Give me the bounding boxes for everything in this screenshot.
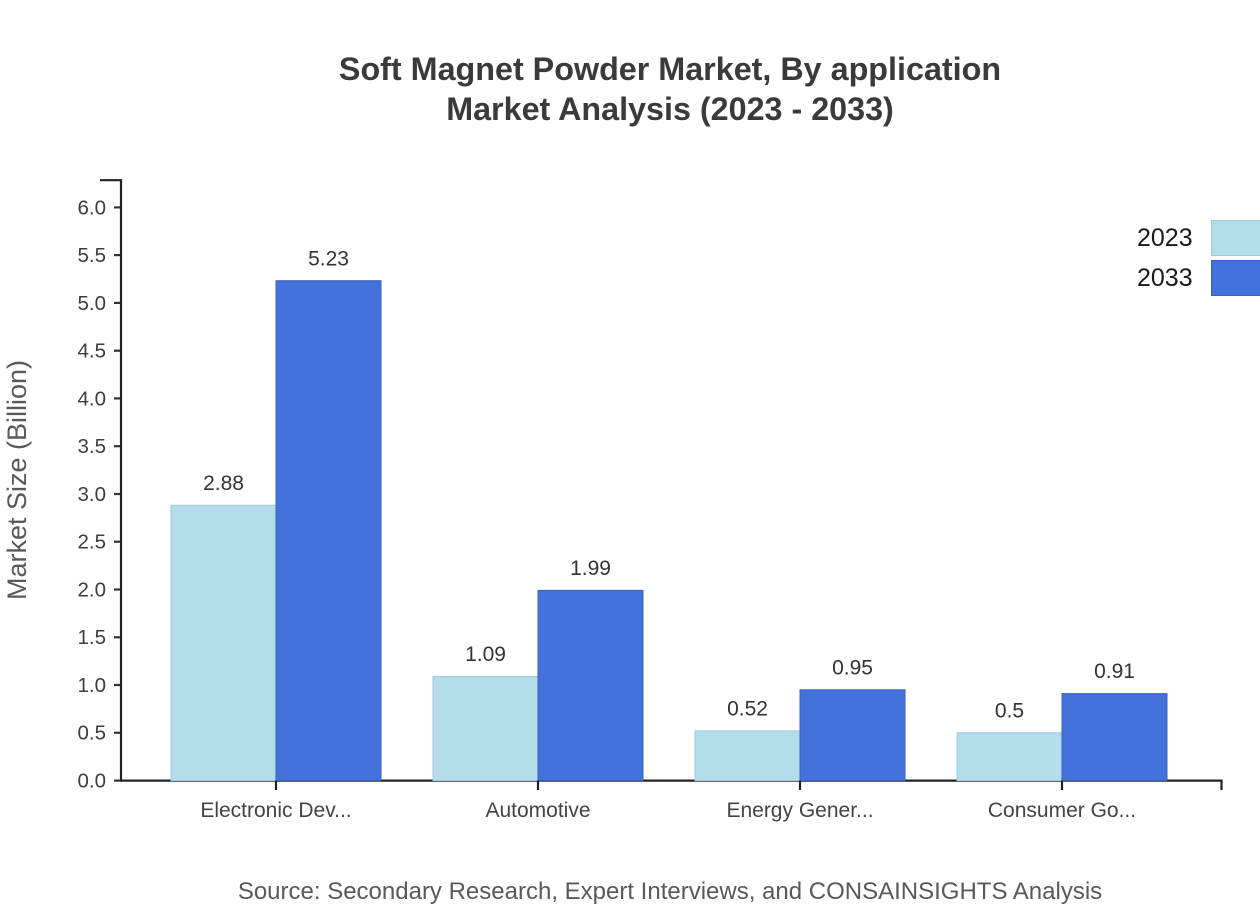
svg-text:6.0: 6.0 [78, 196, 107, 219]
svg-text:1.5: 1.5 [78, 626, 107, 649]
svg-text:4.5: 4.5 [78, 340, 107, 363]
svg-text:Electronic Dev...: Electronic Dev... [200, 799, 351, 822]
svg-text:Automotive: Automotive [485, 799, 590, 822]
svg-text:Consumer Go...: Consumer Go... [988, 799, 1136, 822]
svg-text:5.5: 5.5 [78, 244, 107, 267]
svg-text:5.0: 5.0 [78, 292, 107, 315]
svg-text:3.0: 3.0 [78, 483, 107, 506]
svg-text:2.88: 2.88 [203, 472, 244, 495]
svg-text:0.52: 0.52 [727, 698, 768, 721]
svg-text:1.0: 1.0 [78, 674, 107, 697]
svg-text:Energy Gener...: Energy Gener... [726, 799, 873, 822]
svg-text:2.5: 2.5 [78, 531, 107, 554]
svg-text:0.95: 0.95 [832, 657, 873, 680]
svg-text:1.99: 1.99 [570, 557, 611, 580]
svg-text:1.09: 1.09 [465, 643, 506, 666]
svg-text:0.5: 0.5 [78, 722, 107, 745]
svg-text:0.5: 0.5 [995, 700, 1024, 723]
svg-text:5.23: 5.23 [308, 248, 349, 271]
svg-text:0.0: 0.0 [78, 770, 107, 793]
svg-text:0.91: 0.91 [1094, 660, 1135, 683]
svg-text:4.0: 4.0 [78, 387, 107, 410]
svg-text:2.0: 2.0 [78, 578, 107, 601]
svg-text:3.5: 3.5 [78, 435, 107, 458]
